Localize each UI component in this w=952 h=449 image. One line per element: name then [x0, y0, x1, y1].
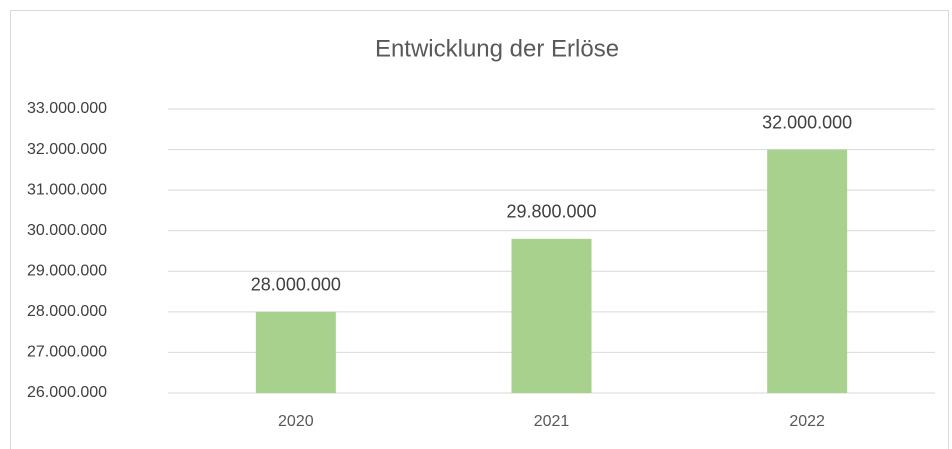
y-tick-label: 32.000.000 — [27, 141, 107, 158]
y-tick-label: 27.000.000 — [27, 344, 107, 361]
y-tick-label: 33.000.000 — [27, 100, 107, 117]
y-tick-label: 28.000.000 — [27, 303, 107, 320]
x-tick-label: 2022 — [789, 413, 825, 430]
bar — [255, 311, 336, 393]
y-tick-label: 30.000.000 — [27, 222, 107, 239]
bar — [511, 238, 592, 393]
x-tick-label: 2020 — [278, 413, 314, 430]
x-tick-label: 2021 — [534, 413, 570, 430]
data-label: 32.000.000 — [762, 112, 852, 132]
data-label: 29.800.000 — [506, 202, 596, 222]
y-tick-label: 26.000.000 — [27, 384, 107, 401]
y-tick-label: 31.000.000 — [27, 181, 107, 198]
y-tick-label: 29.000.000 — [27, 263, 107, 280]
chart-title: Entwicklung der Erlöse — [375, 35, 619, 62]
data-label: 28.000.000 — [251, 275, 341, 295]
bar — [767, 149, 848, 393]
